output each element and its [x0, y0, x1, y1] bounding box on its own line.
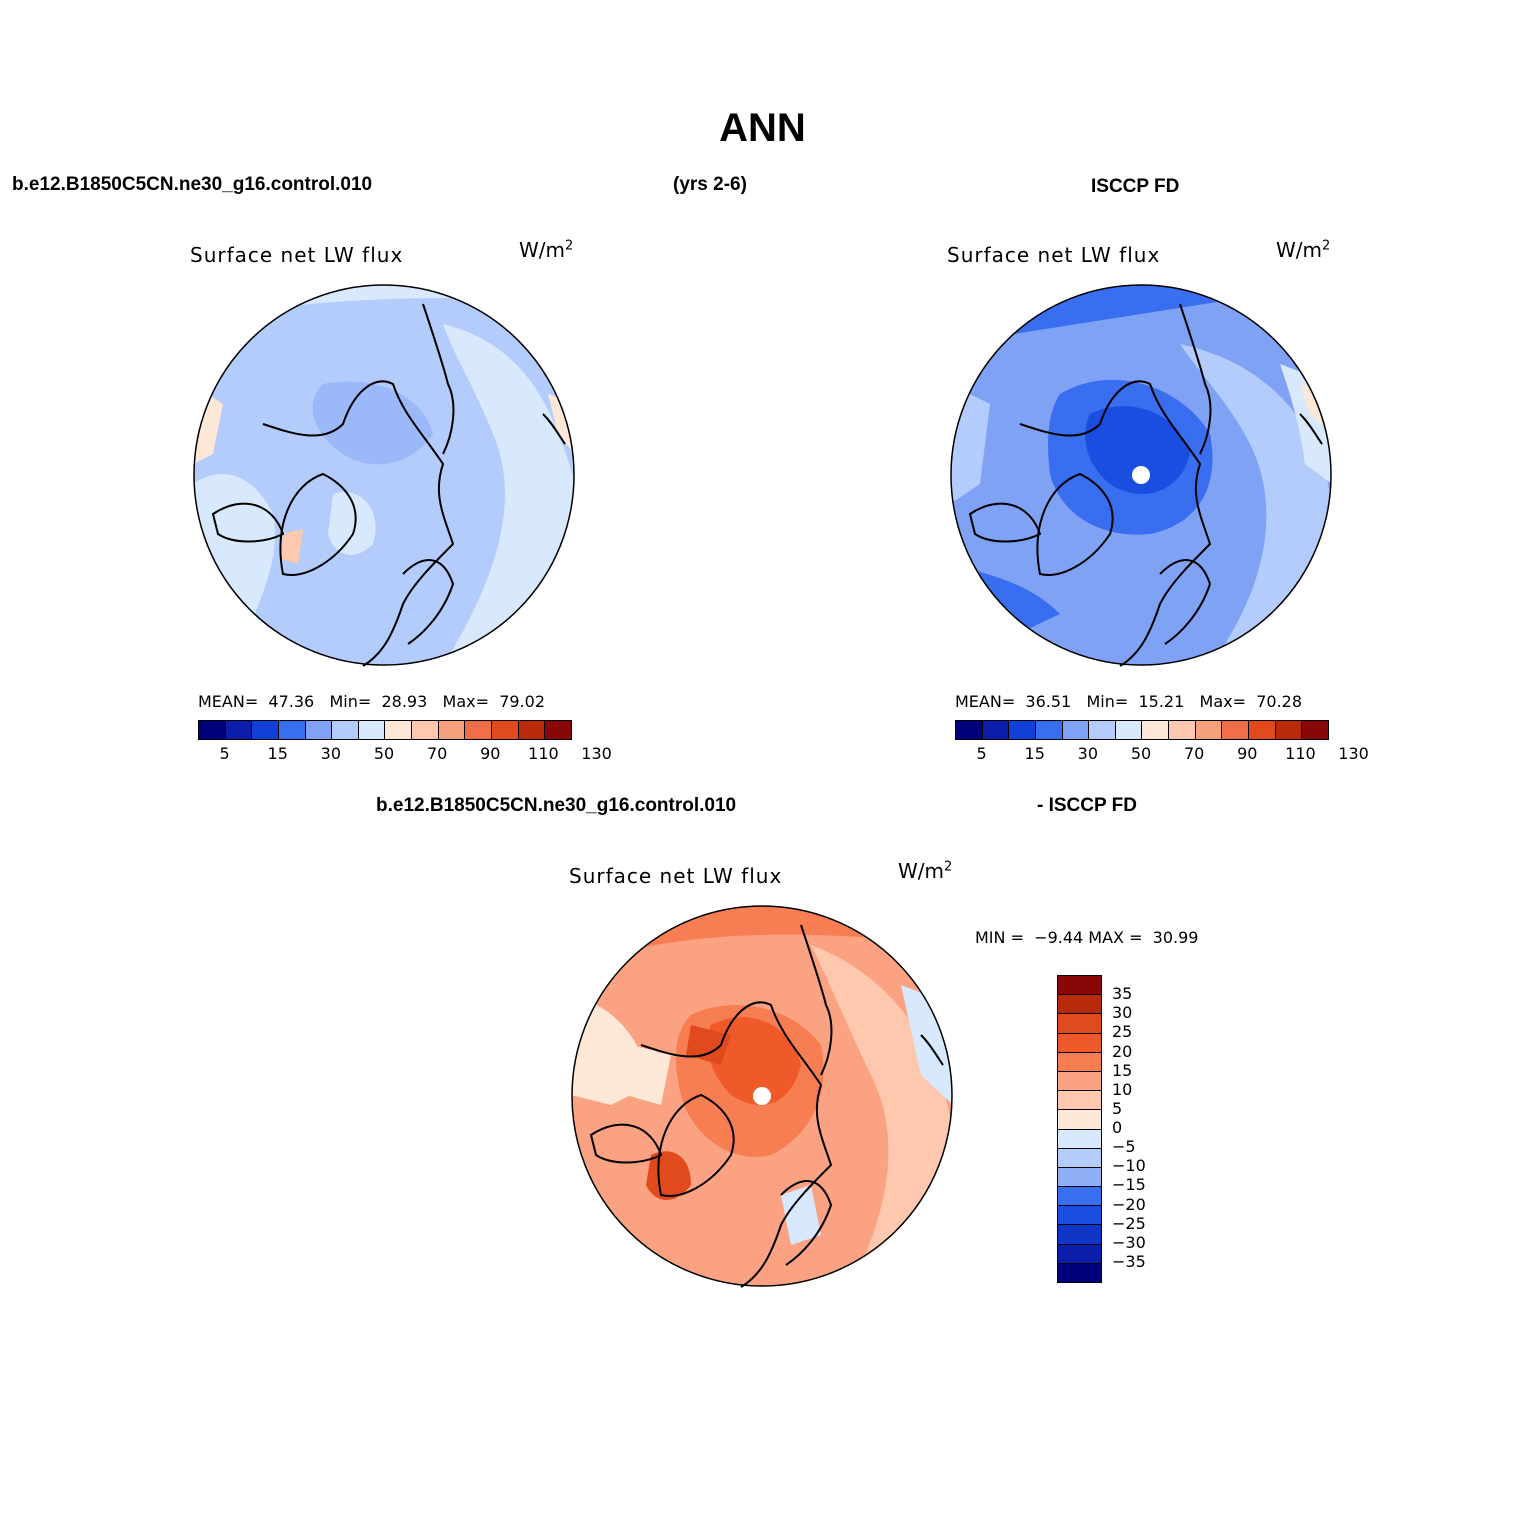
colorbar-tick-label: 30: [1077, 744, 1099, 763]
colorbar-tick-label: 10: [1112, 1079, 1133, 1099]
panel1-title: Surface net LW flux: [190, 243, 404, 267]
colorbar-box: [278, 721, 306, 739]
diff-obs-label: - ISCCP FD: [1037, 795, 1137, 816]
colorbar-tick-label: 130: [581, 744, 612, 763]
panel2-colorbar: [955, 720, 1329, 740]
diff-minmax: MIN = −9.44 MAX = 30.99: [975, 928, 1199, 947]
years-label: (yrs 2-6): [673, 174, 747, 195]
panel2-units: W/m2: [1276, 238, 1331, 262]
colorbar-box: [199, 721, 226, 739]
diff-units: W/m2: [898, 859, 953, 883]
colorbar-tick-label: −25: [1112, 1213, 1146, 1233]
colorbar-box: [1058, 1225, 1101, 1245]
colorbar-tick-label: 15: [1112, 1060, 1133, 1080]
colorbar-box: [545, 721, 571, 739]
colorbar-tick-label: 130: [1338, 744, 1369, 763]
colorbar-box: [1035, 721, 1063, 739]
colorbar-tick-label: 5: [219, 744, 230, 763]
colorbar-box: [1058, 1110, 1101, 1130]
colorbar-box: [438, 721, 466, 739]
colorbar-tick-label: 15: [267, 744, 288, 763]
colorbar-box: [1058, 1071, 1101, 1092]
colorbar-tick-label: 5: [976, 744, 987, 763]
colorbar-tick-label: −10: [1112, 1156, 1146, 1176]
main-title: ANN: [719, 106, 806, 150]
colorbar-tick-label: 25: [1112, 1022, 1133, 1042]
colorbar-tick-label: 20: [1112, 1041, 1133, 1061]
colorbar-box: [1089, 721, 1116, 739]
colorbar-box: [1058, 1052, 1101, 1072]
colorbar-box: [1169, 721, 1196, 739]
diff-polar-map: [571, 905, 953, 1288]
colorbar-box: [1058, 1033, 1101, 1053]
colorbar-tick-label: −35: [1112, 1251, 1146, 1271]
panel1-stats: MEAN= 47.36 Min= 28.93 Max= 79.02: [198, 692, 545, 711]
colorbar-box: [956, 721, 983, 739]
colorbar-tick-label: 110: [1285, 744, 1316, 763]
colorbar-box: [1058, 1014, 1101, 1034]
obs-name-label: ISCCP FD: [1091, 176, 1180, 197]
panel2-polar-map: [950, 284, 1332, 667]
colorbar-box: [1058, 1263, 1101, 1282]
colorbar-tick-label: 35: [1112, 984, 1133, 1004]
panel1-colorbar-ticks: 5 15 30 50 70 90 110 130: [198, 744, 611, 764]
colorbar-box: [1058, 1148, 1101, 1168]
colorbar-box: [1058, 1187, 1101, 1207]
diff-case-label: b.e12.B1850C5CN.ne30_g16.control.010: [376, 795, 737, 816]
colorbar-box: [1115, 721, 1143, 739]
colorbar-tick-label: −20: [1112, 1194, 1146, 1214]
colorbar-box: [305, 721, 333, 739]
colorbar-box: [1302, 721, 1328, 739]
colorbar-tick-label: 5: [1112, 1098, 1123, 1118]
colorbar-box: [1058, 1091, 1101, 1111]
colorbar-box: [1142, 721, 1170, 739]
colorbar-tick-label: 90: [480, 744, 501, 763]
panel2-title: Surface net LW flux: [947, 243, 1161, 267]
colorbar-tick-label: 110: [528, 744, 559, 763]
colorbar-tick-label: 90: [1237, 744, 1258, 763]
colorbar-box: [1062, 721, 1090, 739]
colorbar-box: [1249, 721, 1276, 739]
colorbar-box: [465, 721, 493, 739]
colorbar-tick-label: 50: [1130, 744, 1152, 763]
colorbar-box: [1058, 976, 1101, 996]
diff-colorbar-labels: 35 30 25 20 15 10 5 0 −5 −10 −15 −20 −25 −30 −35: [1112, 975, 1172, 1281]
colorbar-box: [1195, 721, 1223, 739]
colorbar-box: [1058, 1206, 1101, 1226]
colorbar-box: [252, 721, 279, 739]
panel1-units: W/m2: [519, 238, 574, 262]
colorbar-tick-label: 70: [426, 744, 448, 763]
colorbar-box: [1058, 995, 1101, 1015]
colorbar-tick-label: −30: [1112, 1232, 1146, 1252]
colorbar-box: [1275, 721, 1303, 739]
colorbar-box: [358, 721, 386, 739]
colorbar-box: [492, 721, 519, 739]
diff-title: Surface net LW flux: [569, 864, 783, 888]
colorbar-box: [332, 721, 359, 739]
panel2-colorbar-ticks: 5 15 30 50 70 90 110 130: [955, 744, 1368, 764]
colorbar-box: [1058, 1129, 1101, 1149]
colorbar-box: [982, 721, 1010, 739]
colorbar-tick-label: 15: [1024, 744, 1045, 763]
colorbar-tick-label: 30: [320, 744, 342, 763]
colorbar-tick-label: 0: [1112, 1118, 1123, 1137]
colorbar-tick-label: −15: [1112, 1175, 1146, 1195]
diff-colorbar: [1057, 975, 1102, 1283]
case-name-label: b.e12.B1850C5CN.ne30_g16.control.010: [12, 174, 373, 195]
panel1-colorbar: [198, 720, 572, 740]
colorbar-box: [385, 721, 413, 739]
colorbar-box: [1009, 721, 1036, 739]
colorbar-box: [1058, 1167, 1101, 1188]
colorbar-box: [518, 721, 546, 739]
colorbar-box: [412, 721, 439, 739]
panel1-polar-map: [193, 284, 575, 667]
colorbar-box: [1058, 1244, 1101, 1264]
colorbar-tick-label: −5: [1112, 1137, 1136, 1157]
colorbar-box: [1222, 721, 1250, 739]
colorbar-tick-label: 30: [1112, 1003, 1133, 1023]
colorbar-box: [225, 721, 253, 739]
colorbar-tick-label: 50: [373, 744, 395, 763]
panel2-stats: MEAN= 36.51 Min= 15.21 Max= 70.28: [955, 692, 1302, 711]
colorbar-tick-label: 70: [1183, 744, 1205, 763]
